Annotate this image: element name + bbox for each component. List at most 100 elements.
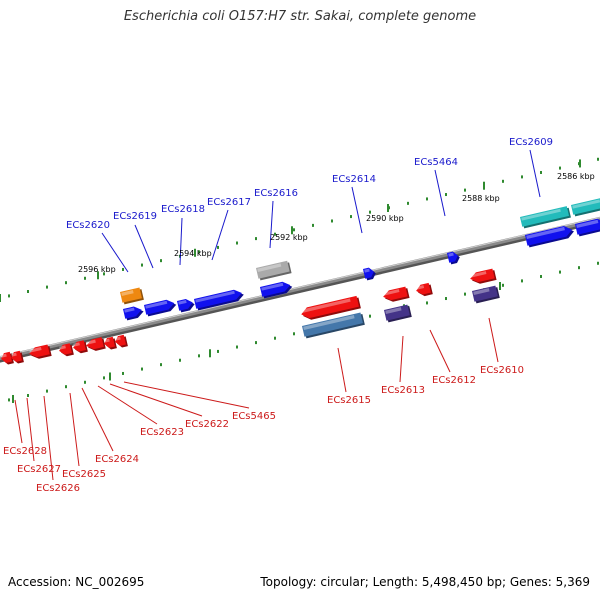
scale-label: 2588 kbp bbox=[462, 194, 500, 203]
upper-tick-minor bbox=[103, 272, 105, 276]
label-ecs2623: ECs2623 bbox=[140, 427, 184, 438]
upper-tick-major bbox=[291, 226, 293, 235]
gene-body bbox=[447, 251, 458, 263]
gene-ecs2615[interactable] bbox=[300, 295, 361, 322]
gene-ecs2617[interactable] bbox=[194, 288, 245, 311]
lower-tick-minor bbox=[179, 358, 181, 362]
upper-tick-major bbox=[0, 294, 1, 302]
gene-highlight bbox=[257, 263, 282, 272]
upper-tick-minor bbox=[597, 157, 599, 161]
label-ecs2612: ECs2612 bbox=[432, 375, 476, 386]
scale-label: 2596 kbp bbox=[78, 265, 116, 274]
gene-gray[interactable] bbox=[256, 260, 292, 281]
label-ecs2610: ECs2610 bbox=[480, 365, 524, 376]
gene-highlight bbox=[301, 298, 351, 313]
gene-purple-a[interactable] bbox=[384, 304, 412, 323]
map-title: Escherichia coli O157:H7 str. Sakai, com… bbox=[123, 9, 477, 24]
upper-tick-minor bbox=[160, 259, 162, 263]
gene-ecs2627[interactable] bbox=[10, 350, 24, 364]
gene-cyan-b[interactable] bbox=[571, 196, 600, 217]
gene-body bbox=[1, 351, 13, 363]
label-ecs2619: ECs2619 bbox=[113, 211, 157, 222]
leader-line bbox=[529, 149, 541, 198]
gene-ecs5465[interactable] bbox=[114, 334, 128, 348]
gene-highlight bbox=[470, 271, 487, 278]
lower-tick-minor bbox=[65, 385, 67, 389]
gene-ecs2624[interactable] bbox=[72, 340, 88, 355]
gene-body bbox=[260, 281, 291, 297]
gene-highlight bbox=[572, 199, 600, 209]
gene-body bbox=[11, 350, 23, 362]
gene-ecs2622[interactable] bbox=[103, 336, 117, 350]
lower-tick-minor bbox=[369, 314, 371, 318]
upper-tick-minor bbox=[198, 250, 200, 254]
upper-tick-minor bbox=[122, 267, 124, 271]
gene-highlight bbox=[115, 336, 121, 341]
upper-tick-minor bbox=[426, 197, 428, 201]
gene-orange[interactable] bbox=[120, 287, 144, 305]
gene-ecs2616[interactable] bbox=[260, 280, 293, 299]
upper-tick-minor bbox=[540, 170, 542, 174]
gene-ecs2626[interactable] bbox=[28, 344, 52, 361]
label-ecs5465: ECs5465 bbox=[232, 411, 276, 422]
leader-line bbox=[69, 392, 80, 467]
leader-line bbox=[351, 186, 363, 234]
upper-tick-major bbox=[579, 159, 581, 168]
lower-tick-major bbox=[499, 282, 501, 290]
lower-tick-minor bbox=[293, 332, 295, 336]
lower-tick-minor bbox=[27, 394, 29, 398]
gene-highlight bbox=[526, 226, 565, 239]
upper-tick-minor bbox=[274, 232, 276, 236]
gene-highlight bbox=[121, 290, 134, 296]
gene-ecs2609[interactable] bbox=[525, 224, 575, 248]
leader-line bbox=[81, 387, 114, 452]
gene-steel[interactable] bbox=[302, 312, 365, 339]
gene-cyan-a[interactable] bbox=[520, 206, 571, 229]
label-ecs5464: ECs5464 bbox=[414, 157, 458, 168]
gene-purple-b[interactable] bbox=[472, 285, 500, 304]
gene-body bbox=[301, 295, 359, 319]
upper-tick-minor bbox=[65, 281, 67, 285]
gene-ecs2612[interactable] bbox=[415, 282, 433, 297]
gene-ecs2628[interactable] bbox=[0, 351, 14, 365]
lower-tick-minor bbox=[445, 297, 447, 301]
label-ecs2628: ECs2628 bbox=[3, 446, 47, 457]
scale-label: 2586 kbp bbox=[557, 172, 595, 181]
gene-ecs5464[interactable] bbox=[447, 250, 461, 265]
gene-body bbox=[144, 299, 175, 315]
gene-highlight bbox=[124, 307, 135, 313]
gene-ecs2620[interactable] bbox=[123, 305, 145, 321]
upper-tick-minor bbox=[236, 241, 238, 245]
gene-ecs2610[interactable] bbox=[469, 268, 497, 285]
gene-ecs2618[interactable] bbox=[177, 297, 196, 313]
gene-ecs2623[interactable] bbox=[85, 337, 106, 353]
lower-tick-minor bbox=[236, 345, 238, 349]
upper-tick-minor bbox=[84, 276, 86, 280]
gene-highlight bbox=[448, 252, 454, 257]
gene-ecs2614[interactable] bbox=[363, 266, 377, 281]
upper-tick-minor bbox=[331, 219, 333, 223]
gene-body bbox=[123, 306, 142, 319]
label-ecs2626: ECs2626 bbox=[36, 483, 80, 494]
upper-tick-minor bbox=[27, 290, 29, 294]
gene-ecs2625[interactable] bbox=[58, 343, 74, 358]
gene-highlight bbox=[473, 288, 490, 295]
label-ecs2627: ECs2627 bbox=[17, 464, 61, 475]
gene-highlight bbox=[145, 300, 168, 309]
gene-body bbox=[520, 206, 570, 227]
upper-tick-minor bbox=[255, 237, 257, 241]
gene-body bbox=[73, 340, 86, 352]
lower-tick-minor bbox=[122, 371, 124, 375]
leader-line bbox=[134, 224, 154, 269]
leader-line bbox=[123, 381, 250, 409]
gene-ecs2613[interactable] bbox=[382, 286, 410, 303]
scale-label: 2592 kbp bbox=[270, 233, 308, 242]
gene-ecs2619[interactable] bbox=[144, 298, 177, 317]
gene-highlight bbox=[178, 299, 187, 305]
upper-tick-minor bbox=[46, 285, 48, 289]
lower-tick-minor bbox=[255, 341, 257, 345]
gene-highlight bbox=[303, 314, 355, 330]
gene-highlight bbox=[104, 338, 110, 343]
